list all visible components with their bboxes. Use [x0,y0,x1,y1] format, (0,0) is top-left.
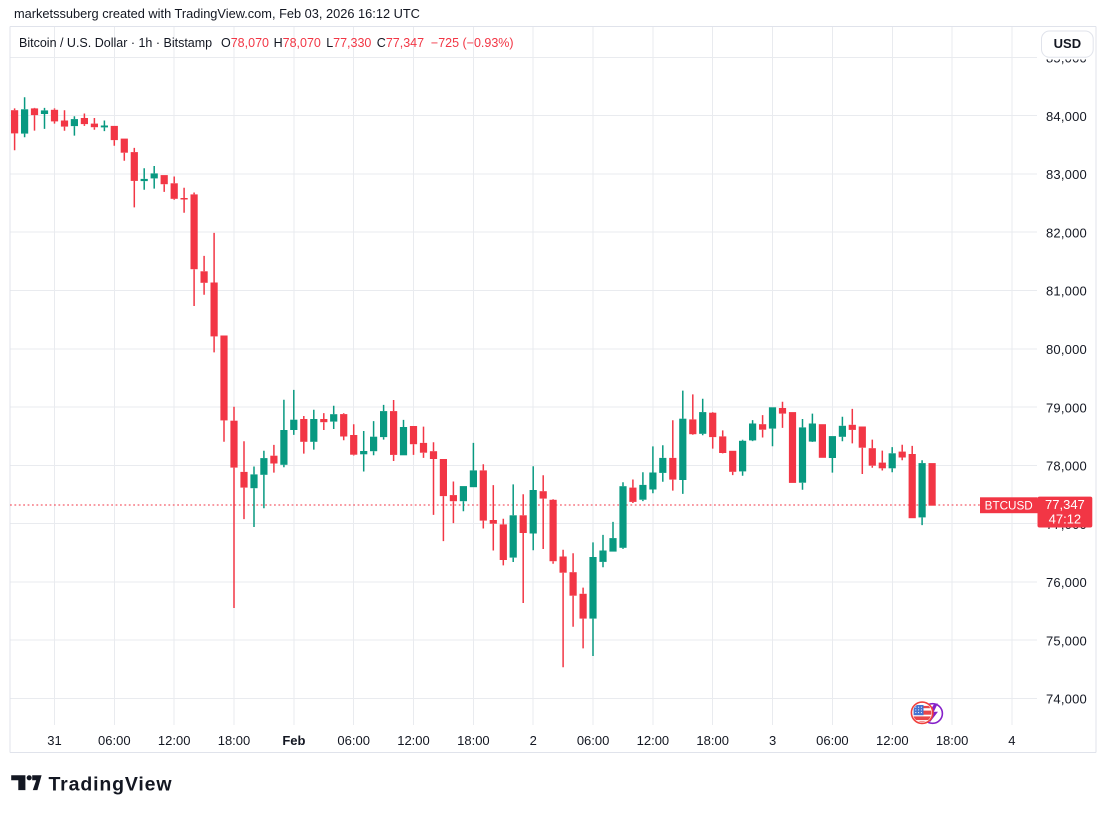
svg-text:82,000: 82,000 [1046,225,1087,240]
svg-text:Feb: Feb [282,733,305,748]
svg-text:BTCUSD: BTCUSD [985,500,1033,513]
svg-text:78,000: 78,000 [1046,459,1087,474]
svg-text:75,000: 75,000 [1046,633,1087,648]
svg-text:USD: USD [1054,36,1081,51]
svg-text:06:00: 06:00 [577,733,610,748]
svg-text:06:00: 06:00 [98,733,131,748]
svg-text:3: 3 [769,733,776,748]
svg-text:84,000: 84,000 [1046,109,1087,124]
svg-text:Bitcoin / U.S. Dollar · 1h · B: Bitcoin / U.S. Dollar · 1h · Bitstamp O78… [19,36,514,50]
svg-text:83,000: 83,000 [1046,167,1087,182]
svg-text:77,347: 77,347 [1045,497,1085,512]
svg-text:47:12: 47:12 [1049,511,1082,526]
svg-text:74,000: 74,000 [1046,692,1087,707]
svg-text:12:00: 12:00 [637,733,670,748]
svg-text:06:00: 06:00 [337,733,370,748]
svg-text:81,000: 81,000 [1046,284,1087,299]
svg-text:marketssuberg created with Tra: marketssuberg created with TradingView.c… [14,6,420,21]
svg-text:12:00: 12:00 [158,733,191,748]
svg-text:18:00: 18:00 [218,733,251,748]
svg-text:12:00: 12:00 [876,733,909,748]
svg-text:80,000: 80,000 [1046,342,1087,357]
svg-text:18:00: 18:00 [936,733,969,748]
svg-text:31: 31 [47,733,61,748]
svg-text:4: 4 [1008,733,1015,748]
svg-text:18:00: 18:00 [457,733,490,748]
svg-text:06:00: 06:00 [816,733,849,748]
svg-text:79,000: 79,000 [1046,400,1087,415]
svg-text:12:00: 12:00 [397,733,430,748]
svg-text:76,000: 76,000 [1046,575,1087,590]
svg-text:2: 2 [530,733,537,748]
svg-text:18:00: 18:00 [696,733,729,748]
svg-text:TradingView: TradingView [49,773,173,795]
